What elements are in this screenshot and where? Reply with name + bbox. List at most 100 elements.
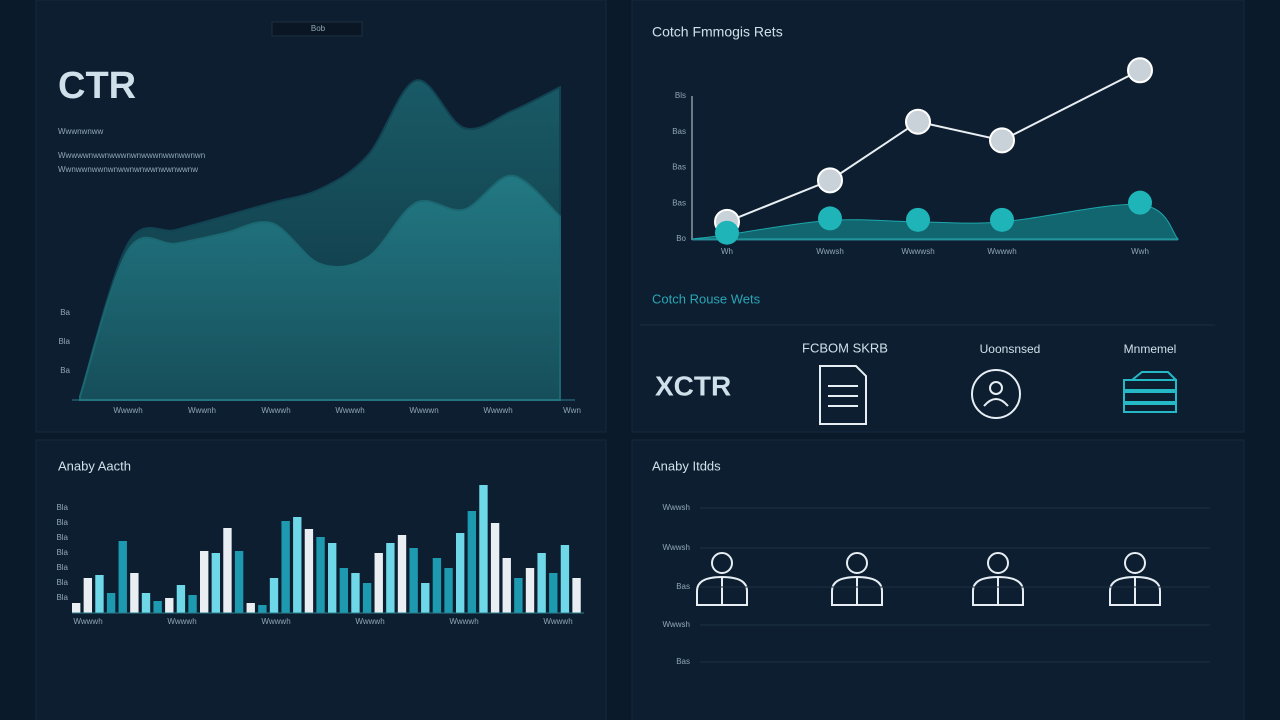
bar: [246, 603, 255, 613]
x-tick-label: Wwwwh: [167, 617, 196, 626]
x-tick-label: Wwh: [1131, 247, 1149, 256]
x-tick-label: Wwwwh: [449, 617, 478, 626]
user-circle-icon: [971, 369, 1021, 419]
x-tick-label: Wwwwh: [335, 406, 364, 415]
y-tick-label: Ba: [60, 366, 70, 375]
x-tick-label: Wwn: [563, 406, 581, 415]
people-icons: [696, 552, 1161, 606]
x-tick-label: Wwwwh: [73, 617, 102, 626]
bar: [95, 575, 104, 613]
bar: [456, 533, 465, 613]
ctr-note: Wwnwwnwwnwnwwnwnwwnwwnwwnw: [58, 165, 198, 174]
y-tick-label: Bla: [56, 503, 68, 512]
bar: [223, 528, 232, 613]
bar: [130, 573, 139, 613]
bar: [549, 573, 558, 613]
y-tick-label: Wwwsh: [662, 543, 690, 552]
ctr-subtitle: Wwwnwnww: [58, 127, 104, 136]
bar: [176, 585, 186, 613]
tab-label: Bob: [311, 24, 326, 33]
x-tick-label: Wwwwh: [483, 406, 512, 415]
y-tick-label: Bla: [58, 337, 70, 346]
y-tick-label: Wwwsh: [662, 503, 690, 512]
x-tick-label: Wwwwh: [355, 617, 384, 626]
bar: [409, 548, 418, 613]
bar: [316, 537, 325, 613]
bar: [432, 558, 442, 613]
bar: [339, 568, 349, 613]
area: [79, 174, 561, 401]
x-tick-label: Wwwwsh: [901, 247, 934, 256]
y-tick-label: Wwwsh: [662, 620, 690, 629]
y-tick-label: Bas: [672, 127, 686, 136]
marker: [715, 220, 739, 245]
y-tick-label: Bas: [672, 198, 686, 207]
bar: [374, 553, 383, 613]
people-title: Anaby Itdds: [652, 458, 721, 473]
kpi-label: Mnmemel: [1124, 342, 1177, 356]
section-title: Cotch Rouse Wets: [652, 291, 761, 306]
y-tick-label: Bls: [675, 91, 686, 100]
bar: [293, 517, 302, 613]
bar: [479, 485, 488, 613]
x-tick-label: Wwwwh: [261, 617, 290, 626]
bar: [106, 593, 116, 613]
marker: [818, 206, 842, 231]
bar: [211, 553, 221, 613]
y-tick-label: Bla: [56, 593, 68, 602]
y-tick-label: Bla: [56, 578, 68, 587]
bar: [444, 568, 453, 613]
bar: [234, 551, 244, 613]
x-tick-label: Wwwwh: [987, 247, 1016, 256]
marker: [905, 108, 931, 135]
bar: [537, 553, 546, 613]
bar: [490, 523, 500, 613]
bar: [141, 593, 151, 613]
y-tick-label: Ba: [60, 308, 70, 317]
y-tick-label: Bla: [56, 548, 68, 557]
y-tick-label: Bas: [676, 582, 690, 591]
x-tick-label: Wwwnh: [188, 406, 216, 415]
bar: [200, 551, 209, 613]
y-tick-label: Bas: [672, 163, 686, 172]
y-tick-label: Bla: [56, 533, 68, 542]
bar: [572, 578, 581, 613]
bar: [269, 578, 279, 613]
stack-icon: [1123, 371, 1177, 413]
bar: [467, 511, 477, 613]
bar: [362, 583, 372, 613]
document-icon: [819, 365, 867, 425]
kpi-label: Uoonsnsed: [980, 342, 1041, 356]
bar: [258, 605, 267, 613]
x-tick-label: Wh: [721, 247, 733, 256]
bar: [397, 535, 407, 613]
marker: [1128, 190, 1152, 215]
ctr-title: CTR: [58, 65, 136, 107]
kpi-label: FCBOM SKRB: [802, 340, 888, 355]
marker: [990, 207, 1014, 232]
bar-title: Anaby Aacth: [58, 458, 131, 473]
bar: [153, 601, 162, 613]
marker: [989, 127, 1015, 154]
bar: [560, 545, 570, 613]
marker: [817, 167, 843, 194]
bar: [83, 578, 93, 613]
marker: [1127, 57, 1153, 84]
line-title: Cotch Fmmogis Rets: [652, 24, 783, 40]
bar: [421, 583, 430, 613]
bar: [118, 541, 127, 613]
bar: [386, 543, 395, 613]
x-tick-label: Wwwwh: [113, 406, 142, 415]
bar: [328, 543, 337, 613]
x-tick-label: Wwwwh: [543, 617, 572, 626]
tab: [271, 21, 363, 37]
bar: [514, 578, 523, 613]
bar: [188, 595, 197, 613]
y-tick-label: Bla: [56, 518, 68, 527]
ctr-note: Wwwwwnwwnwwwnwnwwwnwwnwwnwn: [58, 151, 205, 160]
bar: [165, 598, 174, 613]
x-tick-label: Wwwwh: [261, 406, 290, 415]
y-tick-label: Bo: [676, 234, 686, 243]
